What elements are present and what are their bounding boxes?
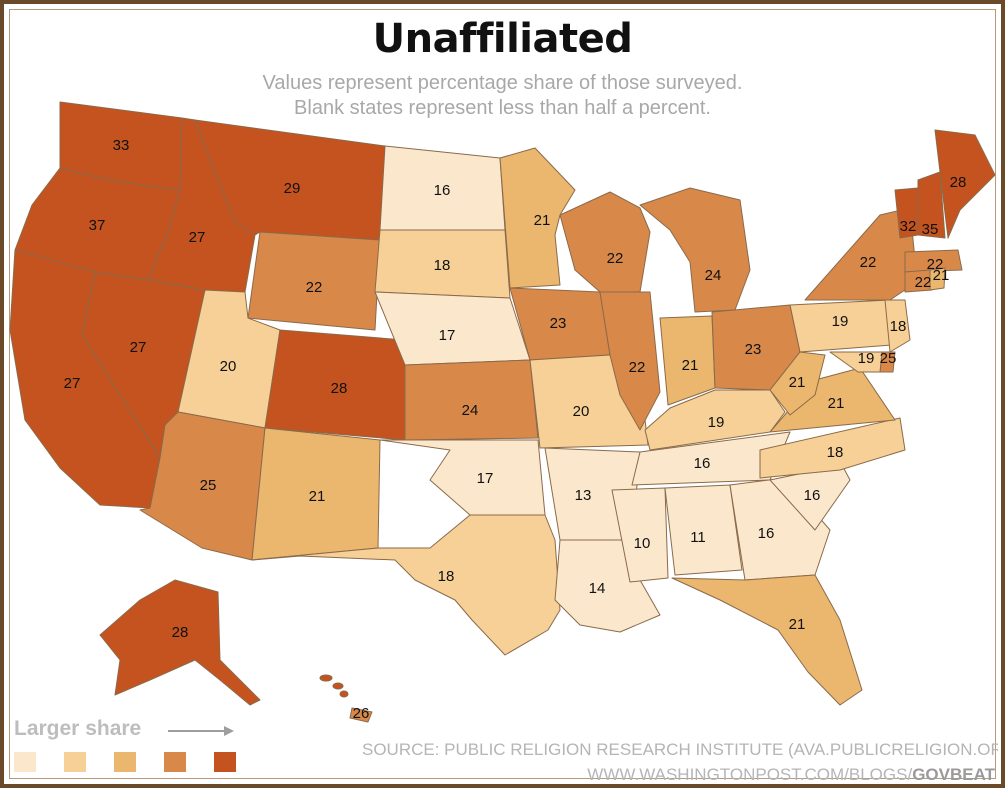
state-label-oh: 23: [745, 341, 762, 358]
state-label-ut: 20: [220, 358, 237, 375]
state-ky: [644, 389, 786, 451]
state-label-nj: 18: [890, 318, 907, 335]
state-label-mn: 21: [534, 212, 551, 229]
state-label-tn: 16: [694, 455, 711, 472]
state-hi: [349, 707, 373, 723]
state-label-nv: 27: [130, 339, 147, 356]
hawaii-island-1: [319, 674, 333, 682]
state-label-ar: 13: [575, 487, 592, 504]
state-label-nm: 21: [309, 488, 326, 505]
state-label-md: 19: [858, 350, 875, 367]
source-note: SOURCE: PUBLIC RELIGION RESEARCH INSTITU…: [362, 740, 998, 759]
legend-swatch-3: [114, 752, 136, 772]
legend-arrow-icon: [168, 726, 234, 736]
state-label-ca: 27: [64, 375, 81, 392]
state-nh: [917, 171, 946, 239]
state-me: [934, 129, 996, 239]
state-label-nc: 18: [827, 444, 844, 461]
state-label-ga: 16: [758, 525, 775, 542]
hawaii-island-2: [332, 682, 344, 690]
state-label-az: 25: [200, 477, 217, 494]
state-label-sc: 16: [804, 487, 821, 504]
state-al: [664, 484, 743, 576]
state-label-tx: 18: [438, 568, 455, 585]
state-label-wv: 21: [789, 374, 806, 391]
state-label-wy: 22: [306, 279, 323, 296]
state-mn: [499, 147, 576, 289]
state-ms: [611, 487, 669, 583]
state-fl: [671, 574, 863, 706]
state-label-de: 25: [880, 350, 897, 367]
credit-line: WWW.WASHINGTONPOST.COM/BLOGS/GOVBEAT: [587, 765, 995, 785]
state-label-vt: 32: [900, 218, 917, 235]
state-ks: [404, 359, 539, 441]
state-mi: [639, 187, 751, 313]
state-label-ks: 24: [462, 402, 479, 419]
legend-swatch-1: [14, 752, 36, 772]
state-wv: [769, 351, 826, 416]
state-label-wa: 33: [113, 137, 130, 154]
subtitle-line-2: Blank states represent less than half a …: [294, 97, 711, 119]
state-ma: [904, 249, 963, 273]
state-label-va: 21: [828, 395, 845, 412]
state-label-co: 28: [331, 380, 348, 397]
state-label-or: 37: [89, 217, 106, 234]
state-label-ny: 22: [860, 254, 877, 271]
state-label-mo: 20: [573, 403, 590, 420]
state-label-ky: 19: [708, 414, 725, 431]
state-md: [829, 351, 883, 373]
credit-prefix: WWW.WASHINGTONPOST.COM/BLOGS/: [587, 765, 913, 784]
legend-swatch-2: [64, 752, 86, 772]
state-label-al: 11: [690, 529, 706, 546]
inner-border: [9, 9, 996, 779]
state-wi: [559, 191, 651, 293]
state-label-la: 14: [589, 580, 606, 597]
legend-swatch-5: [214, 752, 236, 772]
legend-swatch-4: [164, 752, 186, 772]
state-ri: [929, 267, 946, 291]
state-label-pa: 19: [832, 313, 849, 330]
state-label-sd: 18: [434, 257, 451, 274]
legend-title: Larger share: [14, 717, 142, 740]
state-label-ct: 22: [915, 274, 932, 291]
state-label-ms: 10: [634, 535, 651, 552]
state-nc: [759, 417, 906, 479]
state-label-mt: 29: [284, 180, 301, 197]
state-ok: [379, 439, 546, 516]
state-label-ak: 28: [172, 624, 189, 641]
hawaii-island-3: [339, 690, 349, 698]
state-label-hi: 26: [353, 705, 370, 722]
state-label-mi: 24: [705, 267, 722, 284]
state-label-ia: 23: [550, 315, 567, 332]
state-label-ri: 21: [933, 267, 950, 284]
state-label-in: 21: [682, 357, 699, 374]
map-title: Unaffiliated: [372, 16, 633, 62]
state-label-me: 28: [950, 174, 967, 191]
state-ak: [99, 579, 261, 706]
state-tx: [251, 514, 561, 656]
state-label-ma: 22: [927, 256, 944, 273]
state-nj: [884, 299, 911, 353]
state-label-id: 27: [189, 229, 206, 246]
state-label-nh: 35: [922, 221, 939, 238]
state-label-nd: 16: [434, 182, 451, 199]
subtitle-line-1: Values represent percentage share of tho…: [262, 72, 743, 94]
state-wy: [247, 231, 381, 331]
state-label-ok: 17: [477, 470, 494, 487]
state-label-ne: 17: [439, 327, 456, 344]
state-label-fl: 21: [789, 616, 806, 633]
state-il: [599, 291, 661, 431]
state-label-il: 22: [629, 359, 646, 376]
credit-brand: GOVBEAT: [912, 765, 995, 784]
state-label-wi: 22: [607, 250, 624, 267]
